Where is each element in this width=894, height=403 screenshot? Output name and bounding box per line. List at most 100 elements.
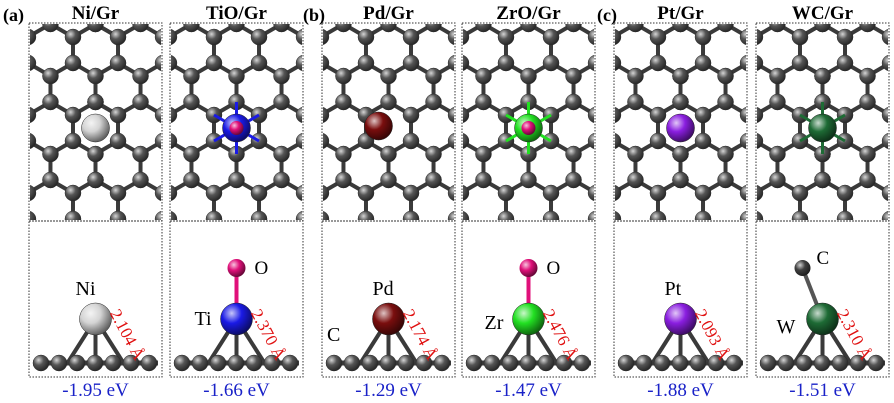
carbon-atom [0, 146, 13, 162]
carbon-atom [718, 250, 734, 266]
carbon-atom [274, 0, 290, 6]
carbon-atom [155, 263, 171, 279]
carbon-atom [447, 211, 454, 220]
carbon-atom [611, 224, 627, 240]
carbon-atom [341, 211, 357, 227]
carbon-atom [430, 250, 446, 266]
carbon-atom [178, 0, 194, 6]
carbon-atom [649, 132, 667, 150]
carbon-atom [133, 0, 149, 6]
carbon-atom [335, 93, 352, 111]
adsorption-energy: -1.66 eV [203, 380, 270, 401]
carbon-atom [795, 354, 813, 372]
carbon-atom [673, 250, 689, 266]
carbon-atom [859, 24, 876, 33]
carbon-atom [718, 224, 734, 240]
carbon-atom [0, 172, 13, 188]
carbon-atom [295, 185, 302, 201]
metal-atom-side [79, 302, 112, 336]
carbon-atom [769, 171, 786, 189]
carbon-atom [132, 171, 149, 189]
carbon-atom [881, 55, 888, 71]
ligand-atom [519, 259, 538, 277]
carbon-atom [717, 24, 734, 33]
carbon-atom [605, 263, 621, 279]
carbon-atom [519, 354, 537, 372]
carbon-atom [694, 132, 712, 150]
carbon-atom [323, 211, 330, 220]
carbon-atom [649, 210, 667, 220]
carbon-atom [380, 145, 397, 163]
carbon-atom [154, 55, 161, 71]
metal-atom-side [372, 302, 405, 336]
carbon-atom [0, 250, 13, 266]
carbon-atom [627, 250, 643, 266]
carbon-atom [566, 0, 582, 6]
carbon-atom [867, 354, 885, 372]
side-view: Pt2.093 Å [617, 278, 743, 372]
carbon-atom [717, 93, 734, 111]
top-view [313, 0, 487, 279]
carbon-atom [228, 171, 245, 189]
carbon-atom [815, 224, 831, 240]
carbon-atom [814, 171, 831, 189]
carbon-atom [30, 107, 37, 123]
metal-atom-side [512, 302, 545, 336]
carbon-atom [402, 106, 420, 124]
metal-label: Zr [485, 312, 504, 334]
carbon-atom [814, 24, 831, 33]
carbon-atom [227, 354, 245, 372]
carbon-atom [498, 263, 514, 279]
carbon-atom [171, 185, 178, 201]
carbon-atom [381, 250, 397, 266]
carbon-atom [295, 211, 302, 220]
carbon-atom [380, 24, 397, 33]
carbon-atom [724, 0, 740, 6]
carbon-atom [109, 132, 127, 150]
carbon-atom [881, 133, 888, 149]
carbon-atom [357, 54, 375, 72]
carbon-atom [381, 224, 397, 240]
carbon-atom [335, 250, 351, 266]
carbon-atom [611, 250, 627, 266]
carbon-atom [335, 171, 352, 189]
carbon-atom [426, 0, 442, 6]
carbon-atom [183, 93, 200, 111]
carbon-atom [763, 250, 779, 266]
carbon-atom [0, 68, 13, 84]
side-view-frame [755, 220, 890, 378]
carbon-atom [718, 0, 734, 6]
carbon-atom [397, 354, 415, 372]
group-letter-a: (a) [3, 5, 24, 26]
carbon-atom [229, 224, 245, 240]
carbon-atom [615, 29, 622, 45]
carbon-atom [707, 354, 725, 372]
panel-title: WC/Gr [792, 3, 854, 24]
carbon-atom [178, 224, 194, 240]
carbon-atom [42, 24, 59, 33]
carbon-atom [769, 145, 786, 163]
carbon-atom [323, 55, 330, 71]
ligand-atom [227, 259, 246, 277]
carbon-atom [109, 210, 127, 220]
carbon-atom [769, 93, 786, 111]
side-view-frame [461, 220, 596, 378]
carbon-atom [426, 250, 442, 266]
carbon-atom [430, 224, 446, 240]
carbon-atom [475, 224, 491, 240]
carbon-atom [653, 354, 671, 372]
carbon-atom [471, 224, 487, 240]
carbon-atom [154, 185, 161, 201]
ligand-label: C [817, 248, 830, 269]
carbon-atom [206, 263, 222, 279]
carbon-atom [313, 263, 329, 279]
carbon-atom [132, 67, 149, 85]
carbon-atom [138, 0, 154, 6]
carbon-atom [433, 354, 451, 372]
carbon-atom [132, 93, 149, 111]
carbon-atom [250, 184, 268, 202]
carbon-atom [694, 106, 712, 124]
carbon-atom [171, 107, 178, 123]
carbon-atom [379, 354, 397, 372]
